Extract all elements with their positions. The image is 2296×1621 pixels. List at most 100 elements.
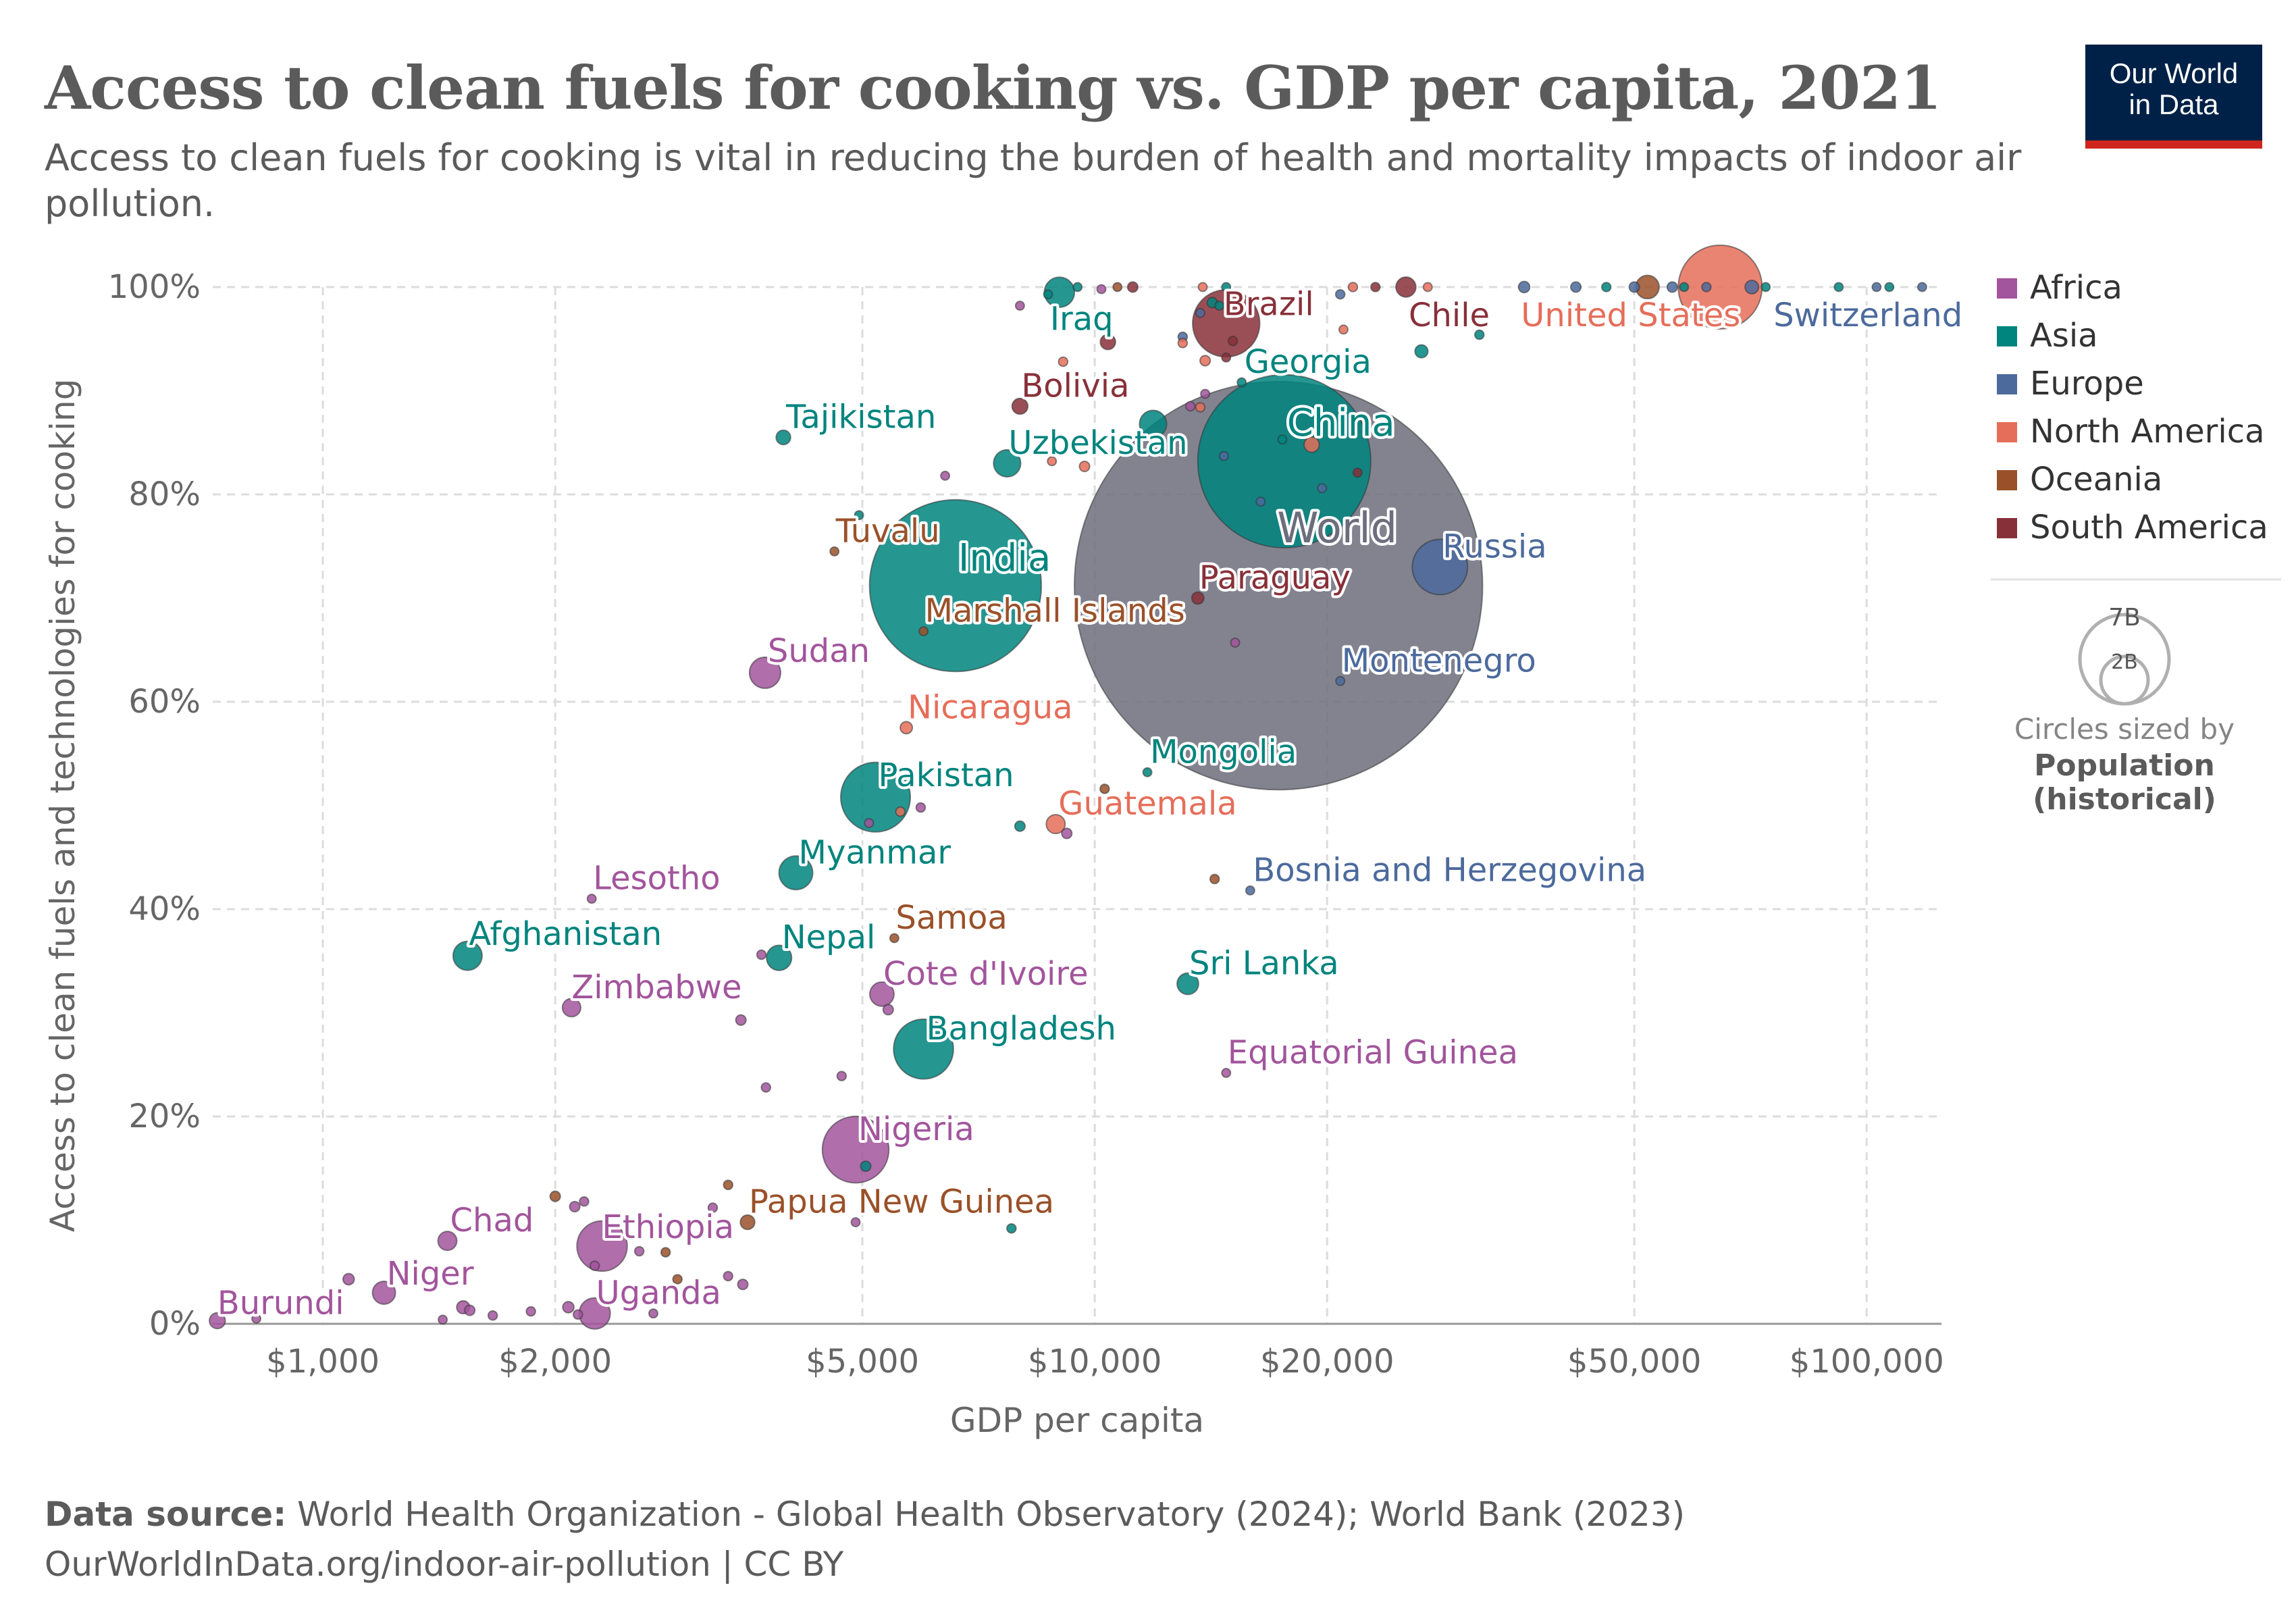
point[interactable] (1369, 282, 1381, 292)
point-tuvalu[interactable] (829, 546, 840, 557)
legend-label[interactable]: Europe (2030, 365, 2144, 403)
point-switzerland[interactable] (1744, 279, 1760, 295)
point[interactable] (707, 1202, 719, 1213)
point[interactable] (1195, 402, 1206, 413)
point[interactable] (487, 1310, 498, 1321)
point[interactable] (464, 1304, 476, 1316)
point-niger[interactable] (371, 1280, 396, 1305)
point[interactable] (1517, 280, 1531, 294)
point[interactable] (1099, 783, 1110, 794)
point[interactable] (1058, 356, 1069, 367)
point[interactable] (572, 1309, 583, 1320)
point[interactable] (1884, 282, 1895, 292)
point[interactable] (648, 1308, 658, 1319)
point[interactable] (549, 1190, 561, 1202)
point-lesotho[interactable] (586, 894, 597, 904)
point-nepal[interactable] (766, 944, 793, 971)
point[interactable] (1078, 460, 1091, 473)
point-zimbabwe[interactable] (561, 998, 581, 1018)
point[interactable] (1628, 281, 1640, 293)
point[interactable] (940, 470, 951, 481)
point[interactable] (1199, 355, 1211, 367)
point[interactable] (860, 1160, 872, 1173)
point[interactable] (1303, 436, 1320, 453)
point[interactable] (756, 949, 767, 960)
point[interactable] (579, 1196, 590, 1207)
point[interactable] (1338, 324, 1349, 335)
point-china[interactable] (1197, 374, 1372, 549)
point-mongolia[interactable] (1142, 767, 1153, 777)
point[interactable] (251, 1313, 262, 1324)
point[interactable] (1072, 282, 1083, 292)
point[interactable] (1277, 434, 1288, 445)
point[interactable] (569, 1200, 581, 1213)
point[interactable] (1317, 483, 1328, 494)
point[interactable] (1195, 307, 1205, 318)
point[interactable] (1200, 388, 1211, 399)
point[interactable] (1218, 451, 1229, 461)
point-equatorial-guinea[interactable] (1221, 1068, 1232, 1079)
point-marshall-islands[interactable] (918, 626, 929, 637)
point[interactable] (1139, 409, 1168, 438)
point[interactable] (737, 1279, 749, 1291)
point-ethiopia[interactable] (576, 1220, 628, 1272)
point[interactable] (1184, 401, 1196, 412)
point[interactable] (1347, 282, 1359, 292)
legend-label[interactable]: South America (2030, 509, 2268, 546)
legend-swatch[interactable] (1997, 470, 2017, 490)
point[interactable] (1871, 282, 1882, 292)
point-sudan[interactable] (748, 656, 781, 690)
owid-logo[interactable]: Our World in Data (2085, 45, 2262, 149)
point[interactable] (1221, 352, 1232, 363)
point[interactable] (836, 1071, 847, 1081)
point[interactable] (1047, 456, 1058, 467)
point[interactable] (1422, 282, 1433, 292)
point[interactable] (1014, 820, 1026, 832)
point[interactable] (1043, 289, 1053, 300)
point-paraguay[interactable] (1191, 591, 1205, 605)
point[interactable] (1701, 282, 1712, 292)
point[interactable] (438, 1314, 448, 1325)
point-samoa[interactable] (889, 933, 899, 944)
point[interactable] (1096, 284, 1107, 294)
point-uzbekistan[interactable] (993, 448, 1022, 478)
point-bangladesh[interactable] (893, 1018, 954, 1080)
point[interactable] (1679, 282, 1690, 292)
point[interactable] (864, 818, 875, 829)
legend-swatch[interactable] (1997, 422, 2017, 442)
point-chad[interactable] (437, 1231, 458, 1252)
point-georgia[interactable] (1236, 377, 1247, 388)
point-afghanistan[interactable] (452, 940, 483, 971)
point[interactable] (1833, 282, 1844, 292)
legend-swatch[interactable] (1997, 518, 2017, 538)
point-guatemala[interactable] (1045, 814, 1066, 835)
point[interactable] (1569, 281, 1582, 293)
legend-label[interactable]: Oceania (2030, 461, 2162, 498)
point-india[interactable] (868, 498, 1043, 673)
point[interactable] (915, 802, 927, 813)
point[interactable] (1061, 827, 1073, 840)
legend-label[interactable]: Asia (2030, 317, 2098, 355)
point[interactable] (1666, 281, 1678, 293)
point[interactable] (723, 1179, 734, 1191)
point[interactable] (1099, 334, 1116, 351)
point-sri-lanka[interactable] (1176, 972, 1199, 996)
footer-url[interactable]: OurWorldInData.org/indoor-air-pollution … (45, 1545, 844, 1584)
point[interactable] (1760, 282, 1771, 292)
point[interactable] (1126, 281, 1139, 293)
point[interactable] (1227, 336, 1238, 346)
point[interactable] (1006, 1223, 1017, 1234)
point[interactable] (562, 1301, 575, 1314)
point-myanmar[interactable] (778, 855, 814, 891)
point-nigeria[interactable] (821, 1115, 890, 1184)
point[interactable] (342, 1272, 355, 1286)
point[interactable] (1230, 638, 1241, 648)
point[interactable] (589, 1260, 600, 1271)
point[interactable] (1334, 288, 1346, 300)
point[interactable] (1352, 467, 1363, 478)
legend-swatch[interactable] (1997, 326, 2017, 346)
point[interactable] (850, 1217, 861, 1228)
point[interactable] (895, 806, 906, 817)
point[interactable] (1014, 301, 1025, 311)
point[interactable] (1209, 873, 1220, 885)
